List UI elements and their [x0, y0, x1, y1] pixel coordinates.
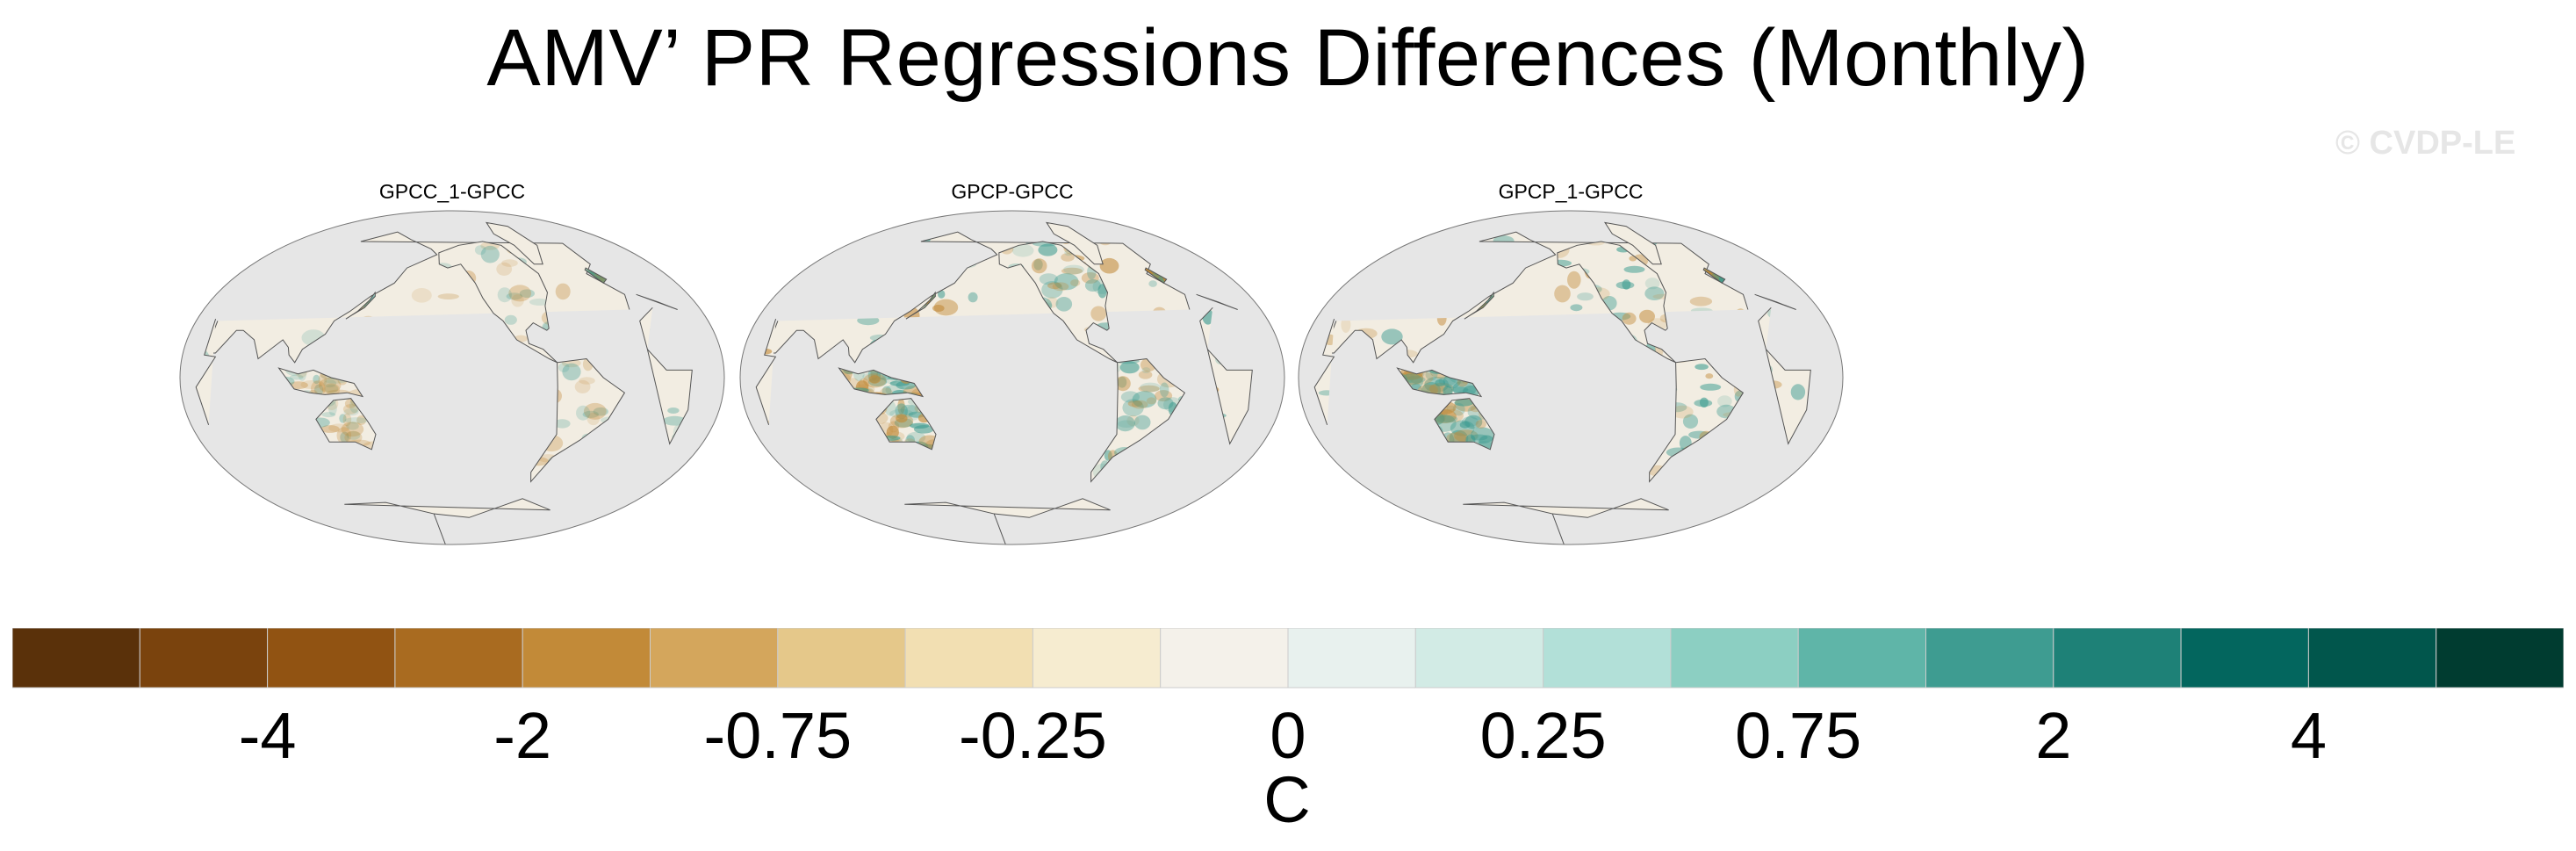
coastline — [1396, 367, 1483, 398]
land-north-america — [438, 242, 558, 363]
colorbar-box — [267, 628, 396, 689]
coastline — [905, 291, 936, 320]
colorbar-box — [904, 628, 1033, 689]
coastline — [204, 231, 678, 364]
land-greenland — [1047, 222, 1104, 264]
coastline — [875, 398, 937, 451]
land-south-america — [1090, 358, 1185, 482]
coastline — [998, 241, 1118, 364]
map-panel-1: GPCC_1-GPCC — [176, 180, 729, 549]
land-asia-europe — [1323, 232, 1796, 363]
colorbar-box — [394, 628, 523, 689]
colorbar-box — [1670, 628, 1799, 689]
colorbar-box — [1925, 628, 2054, 689]
land-africa — [756, 307, 1253, 444]
coastline — [755, 307, 1253, 445]
panel-title: GPCC_1-GPCC — [378, 180, 526, 203]
colorbar-tick-label: 2 — [2035, 699, 2072, 772]
colorbar-units: C — [1263, 763, 1311, 836]
colorbar-box — [1543, 628, 1672, 689]
colorbar-box — [777, 628, 906, 689]
coastline — [1463, 498, 1669, 544]
land-south-america — [1649, 358, 1744, 482]
panel-title: GPCP-GPCC — [951, 180, 1074, 203]
coastline — [838, 367, 925, 398]
colorbar-tick-label: 4 — [2290, 699, 2327, 772]
land-australia — [315, 398, 376, 450]
land-africa — [1314, 307, 1811, 444]
map-border — [739, 210, 1285, 545]
colorbar-tick-label: 0.75 — [1735, 699, 1862, 772]
coastline — [1702, 267, 1726, 284]
coastline — [1090, 357, 1186, 483]
world-map — [1298, 210, 1844, 545]
map-panel-3: GPCP_1-GPCC — [1294, 180, 1847, 549]
colorbar-box — [139, 628, 269, 689]
coastline — [438, 241, 558, 364]
land-indonesia — [278, 368, 363, 397]
coastline — [195, 307, 693, 445]
coastline — [1464, 291, 1494, 320]
coastline — [764, 231, 1238, 364]
watermark-text: © CVDP-LE — [2335, 125, 2516, 162]
colorbar-tick-label: -4 — [238, 699, 297, 772]
land-south-america — [530, 358, 625, 482]
coastline — [904, 498, 1111, 544]
land-north-america — [998, 242, 1118, 363]
land-asia-europe — [765, 232, 1238, 363]
colorbar-box — [2180, 628, 2309, 689]
colorbar-box — [1032, 628, 1162, 689]
colorbar-box — [1160, 628, 1289, 689]
land-greenland — [1605, 222, 1662, 264]
panel-title: GPCP_1-GPCC — [1498, 180, 1644, 203]
colorbar-box — [2053, 628, 2182, 689]
coastline — [1603, 221, 1662, 265]
coastline — [277, 367, 364, 398]
coastline — [485, 221, 543, 265]
land-africa — [196, 307, 693, 444]
colorbar-box — [650, 628, 779, 689]
coastline — [1434, 398, 1495, 451]
colorbar-tick-label: 0.25 — [1479, 699, 1607, 772]
colorbar-tick-label: -0.75 — [703, 699, 853, 772]
map-border — [1298, 210, 1844, 545]
world-map — [179, 210, 725, 545]
colorbar-box — [1797, 628, 1926, 689]
colorbar-box — [522, 628, 651, 689]
coastline — [1322, 231, 1796, 364]
coastline — [1313, 307, 1811, 445]
land-greenland — [486, 222, 543, 264]
colorbar-box — [2307, 628, 2437, 689]
figure-title: AMV’ PR Regressions Differences (Monthly… — [486, 13, 2090, 103]
colorbar-box — [12, 628, 140, 689]
coastline — [530, 357, 626, 483]
coastline — [1649, 357, 1745, 483]
colorbar-box — [2436, 628, 2564, 689]
coastline — [344, 498, 550, 544]
map-border — [179, 210, 725, 545]
colorbar-box — [1287, 628, 1416, 689]
land-uk — [585, 268, 607, 284]
coastline — [315, 398, 377, 451]
world-map — [739, 210, 1285, 545]
land-north-america — [1557, 242, 1676, 363]
coastline — [345, 291, 376, 320]
coastline — [1144, 267, 1168, 284]
colorbar-tick-label: -2 — [493, 699, 552, 772]
coastline — [584, 267, 608, 284]
colorbar-tick-label: 0 — [1270, 699, 1306, 772]
colorbar-box — [1414, 628, 1544, 689]
colorbar — [12, 628, 2564, 689]
map-panel-2: GPCP-GPCC — [736, 180, 1289, 549]
coastline — [1557, 241, 1676, 364]
colorbar-tick-label: -0.25 — [959, 699, 1107, 772]
land-asia-europe — [205, 232, 678, 363]
coastline — [1045, 221, 1104, 265]
